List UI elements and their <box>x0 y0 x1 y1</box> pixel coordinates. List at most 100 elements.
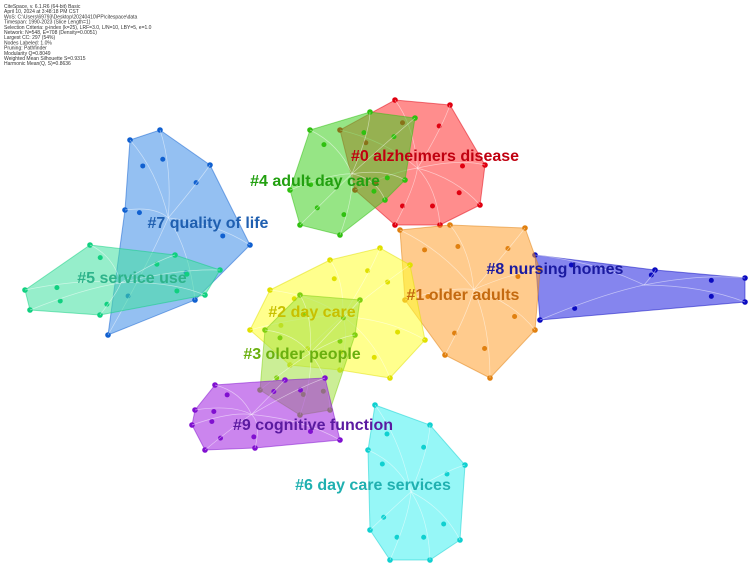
header-line: April 10, 2024 at 3:48:18 PM CST <box>4 9 79 15</box>
header-line: Pruning: Pathfinder <box>4 46 47 52</box>
link <box>24 281 121 291</box>
node <box>220 233 226 239</box>
link <box>351 173 386 201</box>
cluster-area <box>534 254 746 321</box>
node <box>441 521 447 527</box>
node <box>224 392 230 398</box>
link <box>351 111 371 174</box>
node <box>568 262 574 268</box>
link <box>369 491 412 531</box>
link <box>159 129 170 218</box>
link <box>394 168 418 226</box>
link <box>29 282 121 311</box>
link <box>410 491 431 561</box>
link <box>120 269 221 284</box>
header-line: Modularity Q=0.8049 <box>4 51 51 57</box>
link <box>120 254 176 284</box>
node <box>379 461 385 467</box>
node <box>277 335 283 341</box>
cluster-label: #6 day care services <box>295 477 451 494</box>
link <box>417 104 451 169</box>
link <box>191 413 252 426</box>
node <box>482 346 488 351</box>
link <box>473 227 526 290</box>
link <box>168 164 211 219</box>
cluster-label: #9 cognitive function <box>233 417 393 434</box>
link <box>417 167 481 206</box>
node <box>394 534 400 540</box>
node <box>371 188 377 194</box>
node <box>456 190 462 196</box>
node <box>384 175 390 181</box>
link <box>289 173 352 191</box>
node <box>54 285 60 291</box>
link <box>473 269 541 290</box>
link <box>410 464 466 493</box>
node <box>136 210 142 216</box>
link <box>389 491 412 561</box>
node <box>395 329 401 335</box>
node <box>274 375 280 381</box>
node <box>572 305 578 311</box>
cluster-area <box>24 244 221 316</box>
link <box>214 384 252 415</box>
node <box>193 180 199 186</box>
link <box>417 167 441 226</box>
link <box>643 284 746 303</box>
node <box>460 163 465 169</box>
node <box>97 255 103 261</box>
link <box>99 282 122 316</box>
node <box>361 130 367 136</box>
cluster-label: #3 older people <box>243 346 360 363</box>
node <box>57 298 63 304</box>
cluster-label: #7 quality of life <box>148 215 269 232</box>
link <box>534 254 645 286</box>
node <box>300 312 306 318</box>
link <box>367 449 412 493</box>
link <box>473 289 536 331</box>
link <box>251 414 341 441</box>
link <box>417 162 486 169</box>
link <box>251 377 326 415</box>
link <box>129 139 169 218</box>
link <box>89 244 122 283</box>
node <box>512 314 518 319</box>
cluster-label: #4 adult day care <box>250 173 380 190</box>
link <box>124 208 169 219</box>
link <box>309 129 353 174</box>
node <box>174 288 180 294</box>
cluster-area <box>191 377 341 451</box>
header-line: WoS: C:\Users\69793\Desktop\20240410\PP\… <box>4 14 138 20</box>
node <box>140 163 146 169</box>
header-line: Timespan: 1990-2023 (Slice Length=1) <box>4 20 91 26</box>
node <box>211 409 217 414</box>
node <box>308 429 313 434</box>
header-line: Harmonic Mean(Q, S)=0.8636 <box>4 61 71 67</box>
node <box>708 277 714 283</box>
cluster-label: #0 alzheimers disease <box>351 148 519 165</box>
link <box>444 289 475 356</box>
link <box>120 282 206 296</box>
link <box>643 276 746 286</box>
header-line: Largest CC: 297 (54%) <box>4 35 55 41</box>
node <box>251 434 257 440</box>
link <box>351 171 406 181</box>
node <box>425 294 431 299</box>
link <box>309 299 361 354</box>
node <box>371 354 377 360</box>
header-line: CiteSpace, v. 6.1.R6 (64-bit) Basic <box>4 4 81 10</box>
cluster-labels: #0 alzheimers disease #4 adult day care #7… <box>77 148 623 494</box>
node <box>455 244 461 249</box>
header-line: Network: N=548, E=708 (Density=0.0051) <box>4 30 97 36</box>
node <box>331 276 337 282</box>
node <box>385 279 391 285</box>
link <box>374 404 412 492</box>
node <box>648 272 654 278</box>
node <box>337 338 343 344</box>
node <box>308 182 314 188</box>
node <box>218 435 223 441</box>
link <box>264 329 311 354</box>
cluster-areas <box>22 97 748 563</box>
link <box>449 224 475 290</box>
link <box>410 491 461 541</box>
